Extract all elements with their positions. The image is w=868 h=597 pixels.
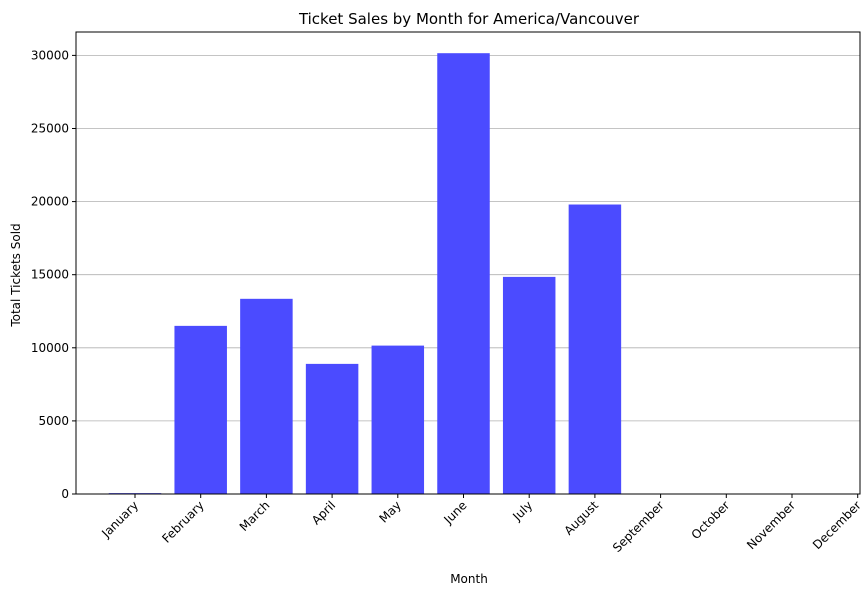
x-axis-ticks: January February March April May June July Augu… bbox=[98, 494, 864, 555]
x-tick-label: February bbox=[159, 498, 207, 546]
bar-april bbox=[305, 363, 359, 494]
x-tick-label: November bbox=[744, 498, 798, 552]
bar-july bbox=[502, 276, 556, 494]
bars bbox=[108, 53, 622, 494]
bar-march bbox=[240, 298, 293, 494]
chart-title: Ticket Sales by Month for America/Vancou… bbox=[298, 10, 640, 28]
bar-june bbox=[437, 53, 490, 494]
x-axis-label: Month bbox=[450, 572, 488, 586]
x-tick-label: October bbox=[689, 498, 733, 542]
x-tick-label: May bbox=[376, 498, 403, 525]
x-tick-label: September bbox=[610, 498, 667, 555]
bar-may bbox=[371, 345, 425, 494]
y-tick-label: 30000 bbox=[31, 48, 69, 62]
y-axis-ticks: 0 5000 10000 15000 20000 25000 30000 bbox=[31, 48, 76, 501]
y-tick-label: 0 bbox=[61, 487, 69, 501]
bar-february bbox=[174, 325, 227, 494]
x-tick-label: December bbox=[810, 498, 864, 552]
y-tick-label: 20000 bbox=[31, 195, 69, 209]
y-tick-label: 10000 bbox=[31, 341, 69, 355]
x-tick-label: July bbox=[509, 498, 535, 524]
y-tick-label: 5000 bbox=[38, 414, 69, 428]
x-tick-label: March bbox=[237, 498, 273, 534]
plot-frame bbox=[75, 31, 861, 495]
x-tick-label: April bbox=[309, 498, 338, 527]
y-axis-label: Total Tickets Sold bbox=[9, 223, 23, 327]
y-tick-label: 15000 bbox=[31, 268, 69, 282]
x-tick-label: January bbox=[98, 498, 141, 541]
x-tick-label: August bbox=[561, 498, 601, 538]
x-tick-label: June bbox=[441, 498, 470, 527]
y-tick-label: 25000 bbox=[31, 121, 69, 135]
bar-august bbox=[568, 204, 622, 494]
